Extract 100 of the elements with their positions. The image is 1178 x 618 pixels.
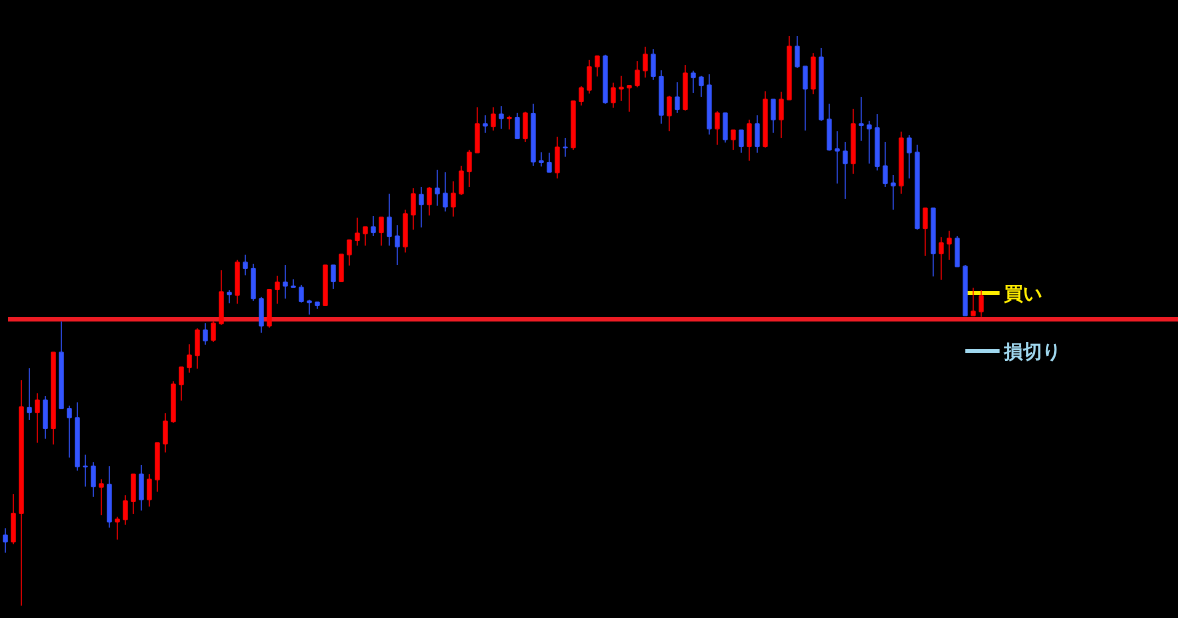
candlestick (834, 130, 840, 185)
candlestick (154, 442, 160, 493)
candlestick (10, 493, 16, 545)
candlestick (554, 136, 560, 179)
candlestick (490, 106, 496, 132)
candlestick (394, 224, 400, 266)
candlestick (906, 134, 912, 179)
candlestick (82, 454, 88, 488)
candlestick (202, 322, 208, 346)
candlestick (778, 91, 784, 139)
candlestick (626, 85, 632, 113)
candlestick (322, 264, 328, 306)
candlestick (858, 96, 864, 142)
candlestick (754, 114, 760, 154)
candlestick (546, 152, 552, 173)
candlestick (890, 174, 896, 211)
candlestick (282, 264, 288, 300)
candlestick (730, 129, 736, 151)
candlestick (210, 320, 216, 343)
candlestick (418, 186, 424, 228)
candlestick (34, 392, 40, 444)
candlestick (106, 465, 112, 529)
candlestick (50, 351, 56, 445)
candlestick (122, 494, 128, 526)
candlestick (586, 59, 592, 95)
candlestick (114, 516, 120, 541)
candlestick (842, 141, 848, 200)
candlestick (946, 230, 952, 261)
candlestick (810, 52, 816, 95)
candlestick (2, 527, 8, 554)
candlestick (882, 141, 888, 188)
candlestick (442, 171, 448, 212)
candlestick (178, 366, 184, 402)
candlestick (338, 253, 344, 283)
candlestick (506, 115, 512, 130)
candlestick (498, 105, 504, 130)
candlestick (786, 35, 792, 101)
candlestick (938, 236, 944, 281)
candlestick (698, 75, 704, 98)
candlestick (562, 137, 568, 158)
candlestick (970, 287, 976, 317)
candlestick (58, 320, 64, 410)
candlestick (258, 296, 264, 334)
candlestick (930, 207, 936, 277)
candlestick (194, 327, 200, 370)
candlestick (66, 405, 72, 459)
candlestick (458, 165, 464, 196)
candlestick (250, 263, 256, 302)
candlestick (482, 114, 488, 134)
candlestick (722, 112, 728, 144)
candlestick (98, 478, 104, 516)
candlestick (914, 144, 920, 231)
candlestick (714, 110, 720, 146)
candlestick (274, 275, 280, 305)
candlestick (242, 254, 248, 276)
candlestick (674, 81, 680, 114)
candlestick (898, 131, 904, 195)
candlestick (874, 113, 880, 171)
candlestick (866, 120, 872, 165)
candlestick (426, 186, 432, 216)
candlestick (306, 299, 312, 316)
candlestick (402, 209, 408, 253)
candlestick (602, 54, 608, 105)
candlestick (90, 461, 96, 498)
candlestick (922, 207, 928, 257)
candlestick (978, 289, 984, 318)
candlestick (74, 401, 80, 472)
candlestick (514, 112, 520, 140)
candlestick (170, 380, 176, 424)
candlestick (570, 100, 576, 151)
candlestick (666, 95, 672, 132)
candlestick (450, 180, 456, 218)
candlestick (682, 64, 688, 112)
candlestick (26, 367, 32, 421)
candlestick (706, 73, 712, 136)
candlestick (770, 98, 776, 134)
candlestick (658, 69, 664, 125)
candlestick (762, 90, 768, 149)
candlestick (594, 55, 600, 77)
candlestick (354, 217, 360, 247)
candlestick (522, 111, 528, 143)
candlestick (538, 151, 544, 167)
candlestick (474, 106, 480, 154)
candlestick (346, 239, 352, 267)
candlestick (234, 259, 240, 305)
candlestick (138, 464, 144, 512)
candlestick (794, 35, 800, 69)
candlestick (330, 264, 336, 290)
candlestick (954, 235, 960, 268)
candlestick (818, 47, 824, 122)
candlestick (218, 269, 224, 326)
candlestick (386, 193, 392, 247)
ref-line-label: 損切り (1003, 340, 1061, 362)
candlestick (130, 473, 136, 515)
candlestick (146, 473, 152, 508)
candlestick (314, 301, 320, 310)
candlestick (642, 46, 648, 79)
candlestick (738, 129, 744, 154)
candlestick (42, 395, 48, 440)
candlestick (186, 343, 192, 374)
